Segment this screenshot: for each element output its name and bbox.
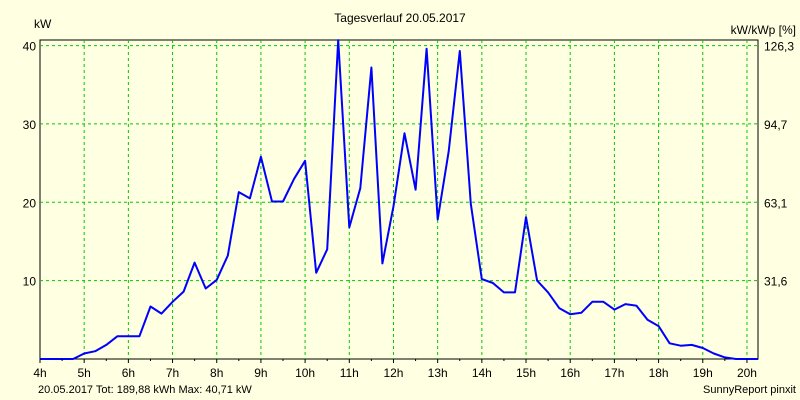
x-tick-label: 4h xyxy=(33,366,46,380)
x-tick-label: 13h xyxy=(428,366,448,380)
y-axis-right-label: kW/kWp [%] xyxy=(731,23,796,37)
y-right-tick-label: 94,7 xyxy=(764,118,788,132)
x-tick-label: 7h xyxy=(166,366,179,380)
y-left-tick-label: 40 xyxy=(23,40,37,54)
x-tick-label: 12h xyxy=(383,366,403,380)
plot-area xyxy=(39,39,759,360)
x-tick-label: 11h xyxy=(340,366,359,380)
x-tick-label: 10h xyxy=(295,366,315,380)
x-tick-label: 19h xyxy=(693,366,713,380)
y-left-tick-label: 30 xyxy=(23,118,37,132)
x-tick-label: 20h xyxy=(737,366,757,380)
x-tick-label: 9h xyxy=(254,366,267,380)
x-tick-label: 18h xyxy=(649,366,669,380)
axis-ticks: 4h 5h 6h 7h 8h 9h 10h 11h 12h 13h 14h 15h 16h 17h 18h 1… xyxy=(23,40,795,380)
software-credit: SunnyReport pinxit xyxy=(703,384,796,396)
y-right-tick-label: 126,3 xyxy=(764,40,794,54)
y-left-tick-label: 10 xyxy=(23,275,37,289)
chart-title: Tagesverlauf 20.05.2017 xyxy=(334,11,466,25)
x-tick-label: 8h xyxy=(210,366,223,380)
summary-footer: 20.05.2017 Tot: 189,88 kWh Max: 40,71 kW xyxy=(38,384,252,396)
y-left-tick-label: 20 xyxy=(23,196,37,210)
y-axis-left-label: kW xyxy=(34,17,52,31)
x-tick-label: 15h xyxy=(516,366,536,380)
x-tick-label: 17h xyxy=(604,366,624,380)
x-tick-label: 5h xyxy=(78,366,91,380)
grid-lines xyxy=(40,40,758,359)
power-series-line xyxy=(40,39,758,360)
y-right-tick-label: 31,6 xyxy=(764,275,788,289)
x-tick-label: 16h xyxy=(560,366,580,380)
y-right-tick-label: 63,1 xyxy=(764,196,788,210)
x-tick-label: 6h xyxy=(122,366,135,380)
x-tick-label: 14h xyxy=(472,366,492,380)
